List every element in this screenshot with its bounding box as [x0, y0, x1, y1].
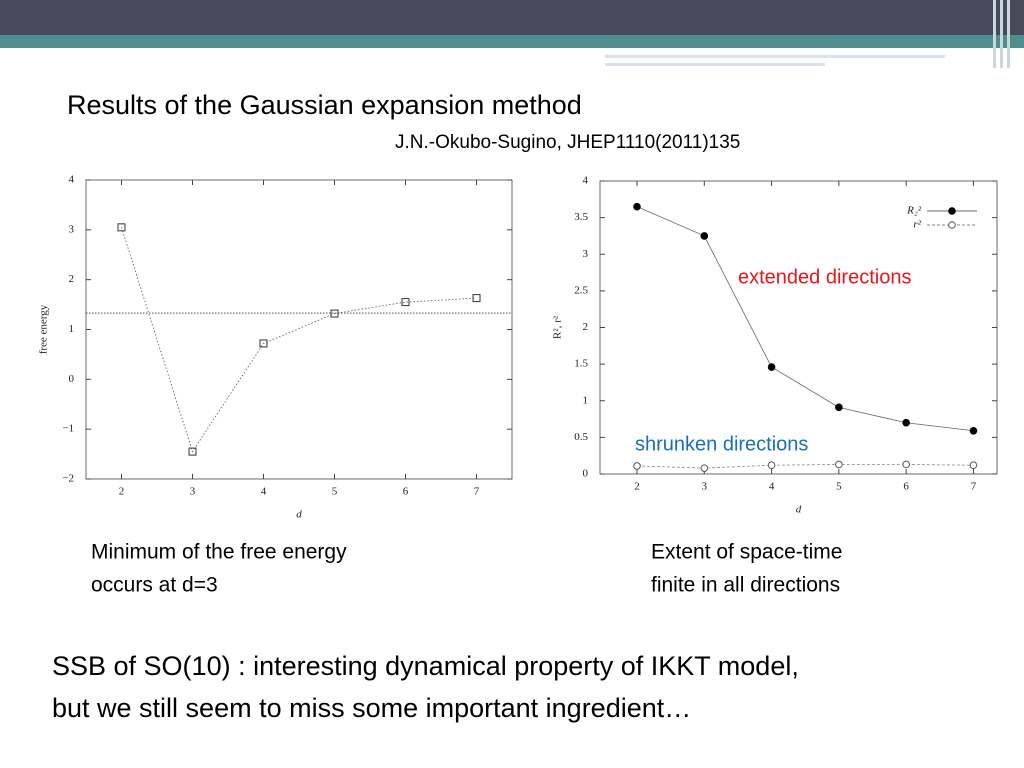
marker: [902, 460, 910, 469]
x-tick-label: 7: [971, 481, 977, 493]
marker: [969, 461, 978, 470]
marker: [188, 447, 197, 456]
x-axis-label: d: [296, 509, 302, 521]
x-tick-label: 3: [190, 486, 196, 498]
caption: Minimum of the free energy: [91, 541, 347, 564]
legend-label: r²: [913, 219, 921, 231]
y-tick-label: 3: [583, 248, 589, 260]
header-line: [605, 63, 825, 66]
marker: [969, 426, 978, 435]
header-line: [1000, 0, 1003, 68]
y-tick-label: 3: [69, 223, 75, 235]
x-tick-label: 6: [903, 481, 909, 493]
marker: [835, 403, 843, 412]
marker: [767, 363, 776, 371]
y-tick-label: 2: [583, 321, 589, 333]
y-tick-label: 1.5: [574, 358, 588, 370]
header-bar: [0, 0, 1024, 35]
marker: [767, 461, 776, 470]
series-line: [636, 206, 974, 432]
citation: J.N.-Okubo-Sugino, JHEP1110(2011)135: [395, 132, 740, 153]
annotation: extended directions: [738, 266, 911, 288]
x-tick-label: 6: [403, 486, 409, 498]
series-line: [121, 227, 477, 453]
marker: [835, 460, 843, 469]
marker: [902, 418, 910, 427]
x-tick-label: 2: [634, 481, 640, 493]
y-tick-label: 4: [583, 175, 589, 187]
header-line: [993, 0, 996, 68]
marker: [633, 462, 641, 470]
y-tick-label: 2.5: [574, 284, 588, 296]
marker: [472, 294, 481, 303]
legend-marker: [948, 207, 956, 215]
caption: Extent of space-time: [651, 541, 842, 564]
marker: [117, 223, 126, 232]
x-axis-label: d: [796, 504, 802, 516]
plot-frame: [85, 179, 513, 480]
conclusion: SSB of SO(10) : interesting dynamical pr…: [52, 651, 799, 681]
legend-label: R₂²: [906, 205, 922, 217]
x-tick-label: 2: [119, 486, 125, 498]
conclusion: but we still seem to miss some important…: [52, 693, 691, 723]
marker: [330, 309, 339, 318]
caption: finite in all directions: [651, 574, 840, 597]
series-line: [636, 464, 974, 469]
y-tick-label: −2: [62, 473, 74, 485]
marker: [633, 202, 641, 211]
y-tick-label: 0: [583, 468, 589, 480]
header-line: [605, 55, 945, 58]
x-tick-label: 4: [261, 486, 267, 498]
y-axis-label: free energy: [38, 304, 50, 354]
x-tick-label: 4: [769, 481, 775, 493]
marker: [700, 464, 709, 472]
x-tick-label: 5: [332, 486, 338, 498]
annotation: shrunken directions: [635, 433, 808, 455]
marker: [259, 339, 268, 348]
marker: [700, 232, 709, 240]
y-tick-label: 0: [69, 373, 75, 385]
marker: [401, 298, 410, 307]
header-line: [1007, 0, 1010, 68]
slide-title: Results of the Gaussian expansion method: [67, 90, 582, 120]
y-tick-label: 1: [583, 394, 589, 406]
y-tick-label: 0.5: [574, 431, 588, 443]
legend-marker: [948, 221, 956, 229]
y-tick-label: 3.5: [574, 211, 588, 223]
caption: occurs at d=3: [91, 574, 218, 597]
header-stripe: [0, 35, 1024, 48]
y-tick-label: 4: [69, 174, 75, 186]
x-tick-label: 7: [474, 486, 480, 498]
x-tick-label: 3: [702, 481, 708, 493]
x-tick-label: 5: [836, 481, 842, 493]
y-tick-label: −1: [62, 423, 74, 435]
y-tick-label: 2: [69, 273, 75, 285]
y-axis-label: R², r²: [552, 315, 564, 339]
y-tick-label: 1: [69, 323, 75, 335]
